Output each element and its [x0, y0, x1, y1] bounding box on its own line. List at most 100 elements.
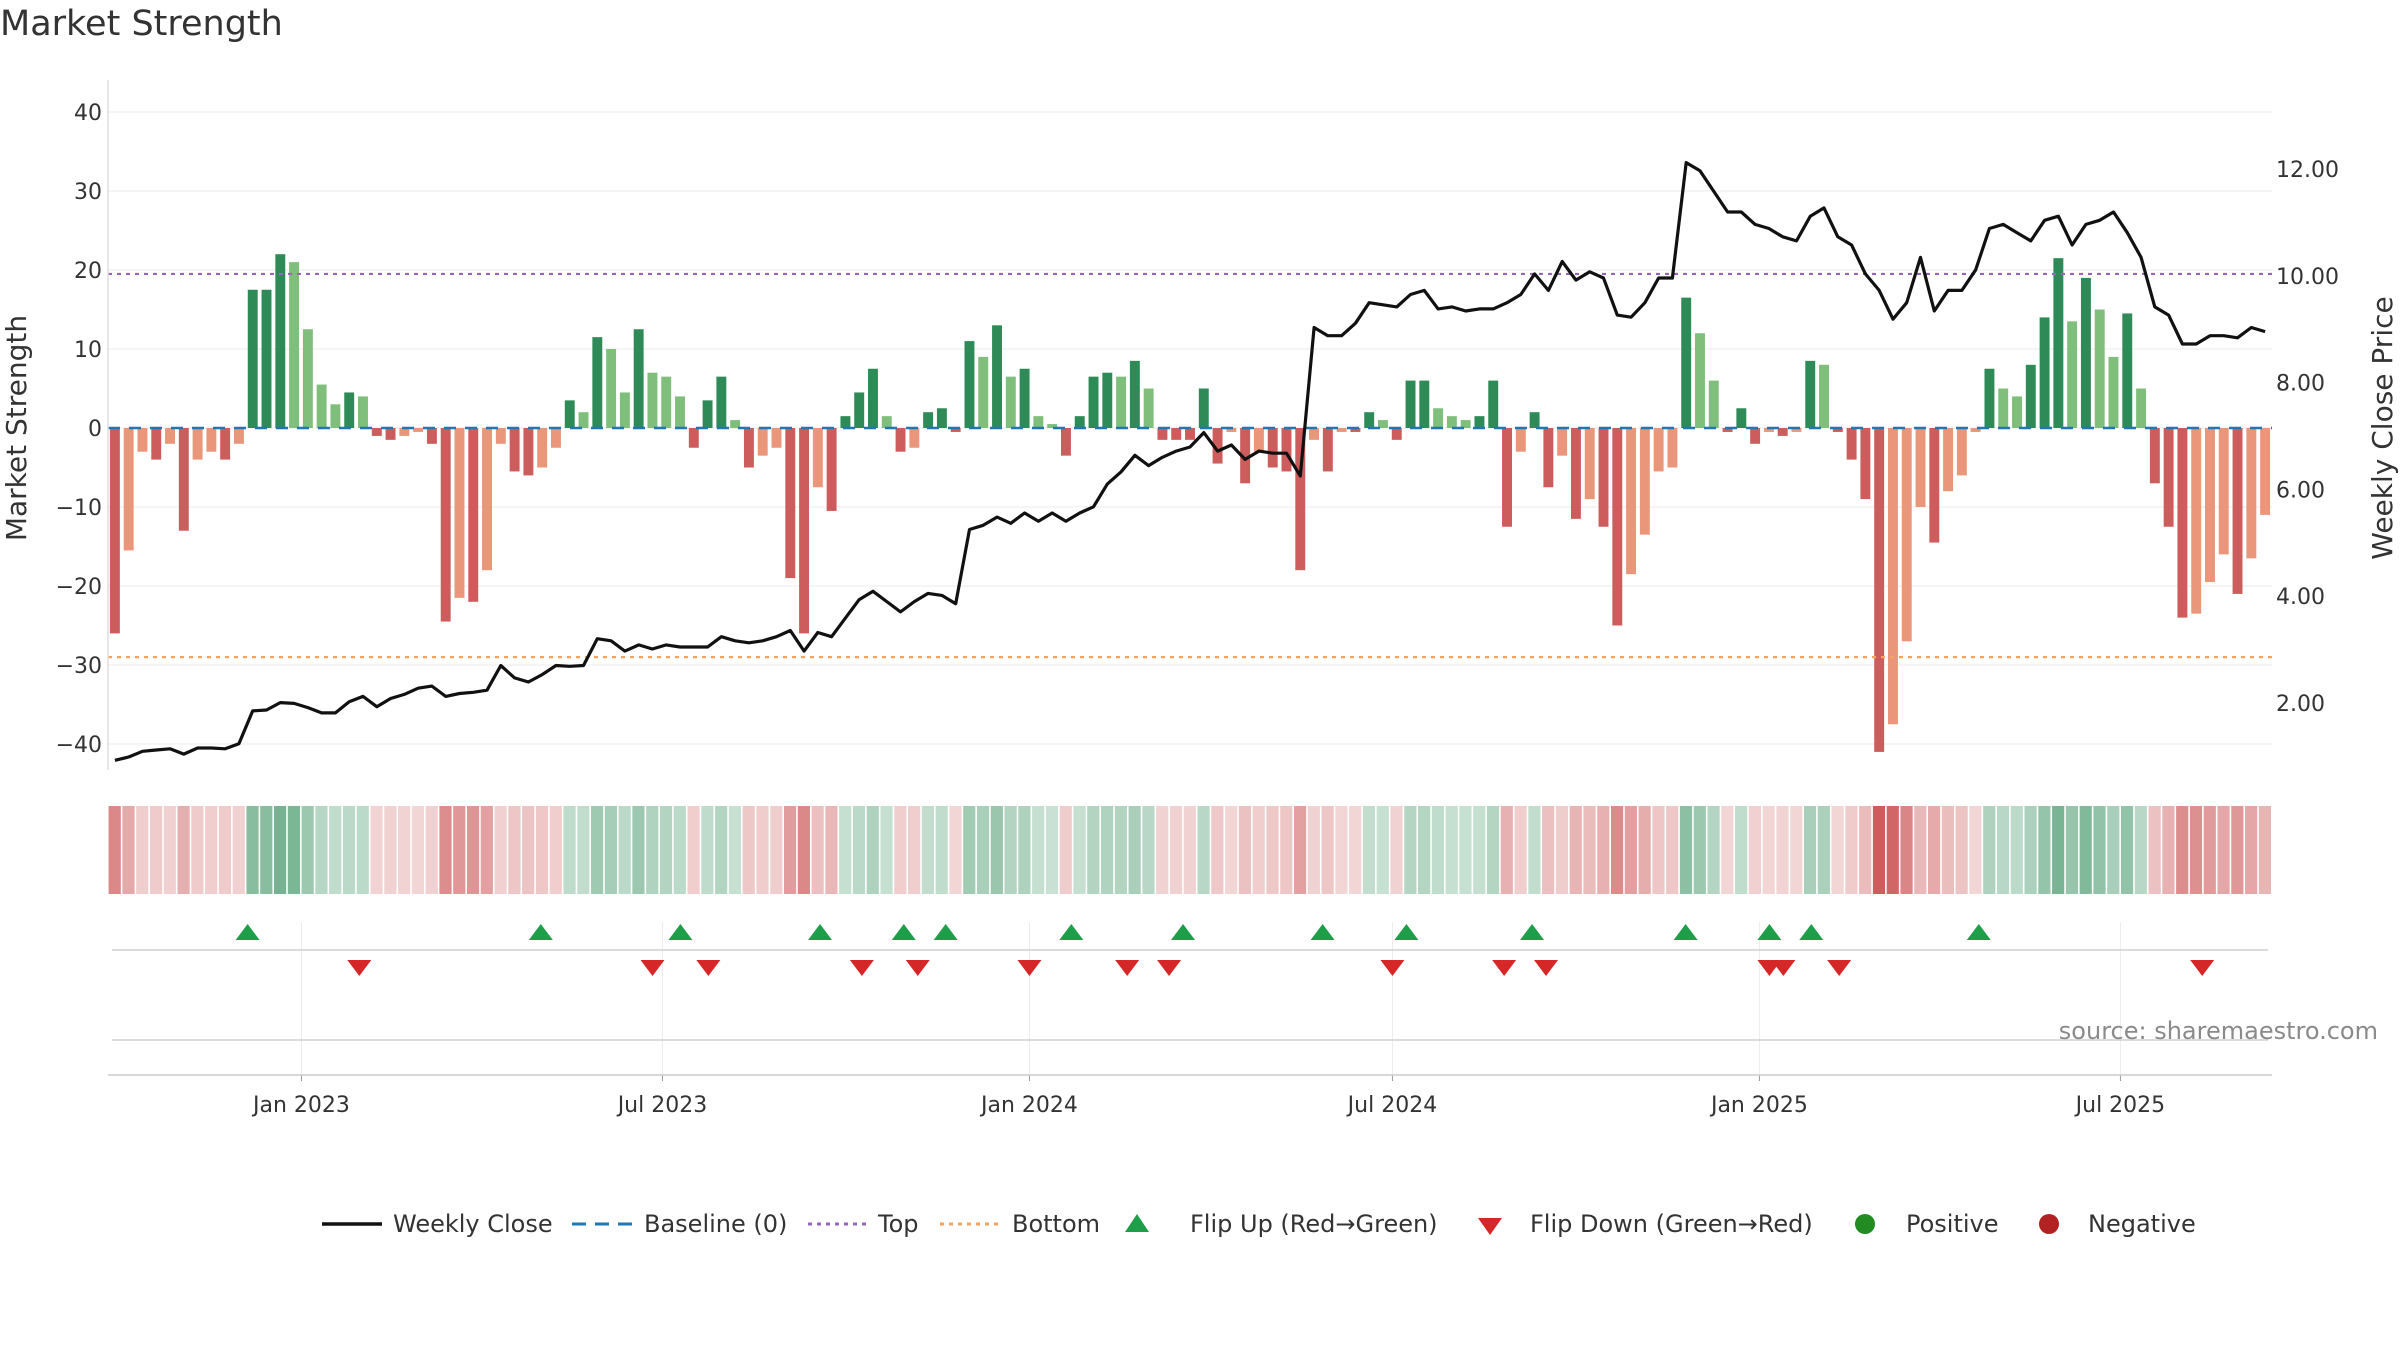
flip-up-marker — [933, 924, 958, 940]
y2-tick-label: 4.00 — [2276, 585, 2325, 610]
strip-cell — [1693, 806, 1706, 894]
strength-bar — [1033, 416, 1044, 428]
strip-cell — [2024, 806, 2037, 894]
strength-bar — [413, 428, 424, 432]
strip-cell — [797, 806, 810, 894]
strength-bar — [881, 416, 892, 428]
strip-cell — [1459, 806, 1472, 894]
strength-bar — [523, 428, 534, 476]
strength-bar — [633, 329, 644, 428]
strength-bar — [261, 289, 272, 428]
strip-cell — [1900, 806, 1913, 894]
legend-flip-up: Flip Up (Red→Green) — [1190, 1210, 1438, 1238]
strength-bar — [1791, 428, 1802, 432]
strip-cell — [522, 806, 535, 894]
strength-bar — [1005, 376, 1016, 428]
strength-strip — [108, 806, 2271, 894]
strip-cell — [1666, 806, 1679, 894]
flip-down-marker — [905, 960, 930, 976]
strip-cell — [770, 806, 783, 894]
flip-up-marker — [1799, 924, 1824, 940]
strip-cell — [604, 806, 617, 894]
strength-bar — [2163, 428, 2174, 527]
strip-cell — [1831, 806, 1844, 894]
strip-cell — [1776, 806, 1789, 894]
strength-bar — [426, 428, 437, 444]
strip-cell — [618, 806, 631, 894]
strip-cell — [1624, 806, 1637, 894]
strength-bar — [2122, 313, 2133, 428]
strip-cell — [1955, 806, 1968, 894]
strip-cell — [2258, 806, 2271, 894]
legend-negative: Negative — [2088, 1210, 2196, 1238]
strip-cell — [2010, 806, 2023, 894]
strength-bar — [330, 404, 341, 428]
grid-layer — [108, 111, 2272, 1075]
strength-bar — [2136, 388, 2147, 428]
strength-bar — [247, 289, 258, 428]
legend: Weekly Close Baseline (0) Top Bottom Fli… — [322, 1210, 2196, 1238]
strength-bar — [2080, 277, 2091, 428]
strip-cell — [715, 806, 728, 894]
strength-bar — [550, 428, 561, 448]
strength-bar — [2053, 258, 2064, 428]
flip-up-marker — [1673, 924, 1698, 940]
strip-cell — [1404, 806, 1417, 894]
strength-bar — [785, 428, 796, 579]
strip-cell — [1679, 806, 1693, 894]
strength-bar — [868, 368, 878, 428]
strength-bar — [812, 428, 823, 488]
strength-bar — [1722, 428, 1733, 432]
y-tick-label: −30 — [56, 654, 102, 679]
strip-cell — [274, 806, 287, 894]
strength-bar — [385, 428, 396, 440]
flip-down-marker — [1492, 960, 1517, 976]
strength-bar — [2177, 428, 2188, 618]
strength-bar — [440, 428, 451, 622]
strip-cell — [2038, 806, 2051, 894]
strength-bar — [1929, 428, 1940, 543]
strength-bar — [2191, 428, 2202, 614]
legend-baseline: Baseline (0) — [644, 1210, 787, 1238]
strength-bar — [1777, 428, 1788, 436]
strip-cell — [1225, 806, 1238, 894]
strip-cell — [990, 806, 1003, 894]
strength-bar — [1378, 420, 1388, 428]
flip-up-marker — [808, 924, 833, 940]
strip-cell — [1996, 806, 2010, 894]
strength-bar — [1185, 428, 1195, 440]
legend-bottom: Bottom — [1012, 1210, 1100, 1238]
strip-cell — [411, 806, 425, 894]
strength-bar — [302, 329, 313, 428]
strip-cell — [2245, 806, 2258, 894]
strength-bar — [1736, 408, 1747, 428]
strength-bar — [358, 396, 368, 428]
strength-bar — [1970, 428, 1981, 432]
flip-up-marker — [1394, 924, 1419, 940]
flip-down-marker — [849, 960, 874, 976]
strip-cell — [1349, 806, 1362, 894]
strength-bar — [1240, 428, 1251, 484]
strip-cell — [439, 806, 452, 894]
strip-cell — [1983, 806, 1996, 894]
strength-bar — [564, 400, 575, 428]
strength-bar — [2094, 309, 2105, 428]
strip-cell — [1280, 806, 1293, 894]
legend-flip-down: Flip Down (Green→Red) — [1530, 1210, 1813, 1238]
strength-bar — [1253, 428, 1264, 452]
flip-up-marker — [668, 924, 693, 940]
strength-bar — [1088, 376, 1099, 428]
flip-up-marker — [235, 924, 260, 940]
flip-up-marker — [1757, 924, 1782, 940]
strength-bar — [344, 392, 355, 428]
strength-bar — [757, 428, 768, 456]
source-note: source: sharemaestro.com — [2059, 1017, 2378, 1045]
strip-cell — [1183, 806, 1196, 894]
strip-cell — [825, 806, 838, 894]
strip-cell — [356, 806, 369, 894]
strip-cell — [908, 806, 921, 894]
strip-cell — [1114, 806, 1127, 894]
strip-cell — [1610, 806, 1624, 894]
strength-bar — [1915, 428, 1926, 507]
strength-bar — [206, 428, 217, 452]
